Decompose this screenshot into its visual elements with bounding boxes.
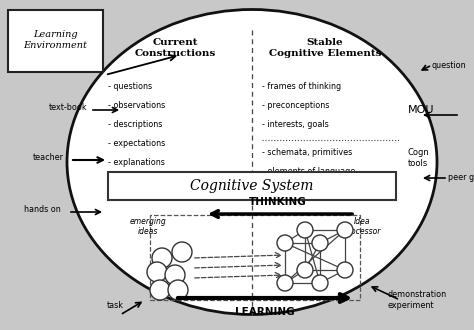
Text: - explanations: - explanations (108, 158, 165, 167)
Circle shape (337, 262, 353, 278)
Circle shape (277, 235, 293, 251)
Text: - questions: - questions (108, 82, 152, 91)
Bar (8, 10, 103, 72)
Text: - frames of thinking: - frames of thinking (262, 82, 341, 91)
Text: Stable
Cognitive Elements: Stable Cognitive Elements (269, 38, 381, 58)
Text: Idea
processor: Idea processor (343, 217, 381, 236)
Circle shape (312, 275, 328, 291)
Text: LEARNING: LEARNING (235, 307, 295, 317)
Text: task: task (107, 301, 124, 310)
Circle shape (337, 222, 353, 238)
Circle shape (312, 235, 328, 251)
Circle shape (172, 242, 192, 262)
Text: - observations: - observations (108, 101, 165, 110)
Text: question: question (432, 60, 466, 70)
Text: - descriptions: - descriptions (108, 120, 163, 129)
Circle shape (168, 280, 188, 300)
Circle shape (297, 222, 313, 238)
Ellipse shape (67, 10, 437, 314)
Circle shape (150, 280, 170, 300)
Text: - interests, goals: - interests, goals (262, 120, 329, 129)
Text: THINKING: THINKING (249, 197, 307, 207)
Text: Learning
Environment: Learning Environment (23, 30, 87, 50)
Text: emerging
ideas: emerging ideas (129, 217, 166, 236)
Text: - schemata, primitives: - schemata, primitives (262, 148, 352, 157)
Text: hands on: hands on (24, 206, 60, 214)
Bar (108, 172, 396, 200)
Text: Cognitive System: Cognitive System (191, 179, 314, 193)
Text: - expectations: - expectations (108, 139, 165, 148)
Text: demonstration
experiment: demonstration experiment (388, 290, 447, 310)
Circle shape (277, 275, 293, 291)
Text: Cogn
tools: Cogn tools (408, 148, 430, 168)
Text: - elements of language: - elements of language (262, 167, 355, 176)
Circle shape (152, 248, 172, 268)
Text: - preconceptions: - preconceptions (262, 101, 329, 110)
Text: Current
Constructions: Current Constructions (134, 38, 216, 58)
Text: - meaning: - meaning (108, 177, 149, 186)
Circle shape (165, 265, 185, 285)
Circle shape (147, 262, 167, 282)
Text: text-book: text-book (49, 103, 87, 112)
Bar (150, 215, 360, 300)
Text: peer group: peer group (448, 174, 474, 182)
Text: MOU: MOU (408, 105, 435, 115)
Text: teacher: teacher (33, 153, 64, 162)
Circle shape (297, 262, 313, 278)
